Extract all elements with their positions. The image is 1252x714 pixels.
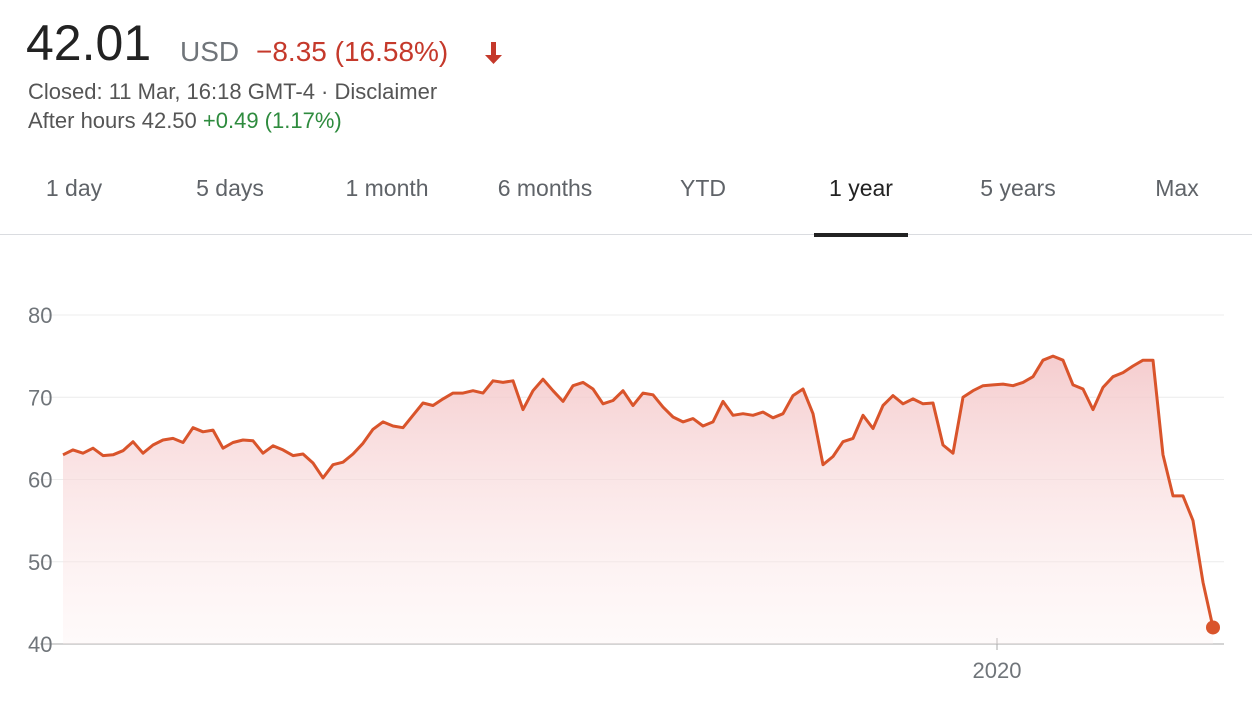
area — [63, 356, 1213, 644]
currency: USD — [180, 36, 240, 67]
last-point — [1206, 620, 1220, 635]
y-tick-label: 50 — [28, 550, 52, 575]
y-tick-label: 40 — [28, 632, 52, 657]
after-hours-price: After hours 42.50 — [28, 108, 197, 133]
y-tick-label: 60 — [28, 468, 52, 493]
range-tab[interactable]: 1 day — [45, 175, 103, 201]
after-hours-change: +0.49 (1.17%) — [202, 108, 342, 133]
range-tab[interactable]: 6 months — [497, 175, 593, 201]
range-tab[interactable]: 1 month — [345, 175, 429, 201]
after-hours: After hours 42.50 +0.49 (1.17%) — [28, 108, 342, 134]
down-arrow — [485, 42, 502, 64]
range-tab[interactable]: 5 years — [980, 175, 1056, 201]
disclaimer-link[interactable]: Disclaimer — [334, 79, 438, 104]
x-tick-label: 2020 — [973, 658, 1022, 683]
price-line — [62, 354, 1215, 628]
y-tick-label: 70 — [28, 385, 52, 410]
range-tab[interactable]: 1 year — [829, 175, 893, 201]
price-change: −8.35 (16.58%) — [256, 36, 449, 67]
divider — [0, 234, 1252, 235]
range-tab[interactable]: Max — [1155, 175, 1199, 201]
range-tab[interactable]: YTD — [680, 175, 726, 201]
status: Closed: 11 Mar, 16:18 GMT-4 · — [28, 79, 335, 104]
range-tab[interactable]: 5 days — [196, 175, 264, 201]
y-tick-label: 80 — [28, 303, 52, 328]
status-line: Closed: 11 Mar, 16:18 GMT-4 · Disclaimer — [28, 79, 437, 105]
price: 42.01 — [26, 15, 152, 71]
tab-underline — [814, 233, 908, 237]
